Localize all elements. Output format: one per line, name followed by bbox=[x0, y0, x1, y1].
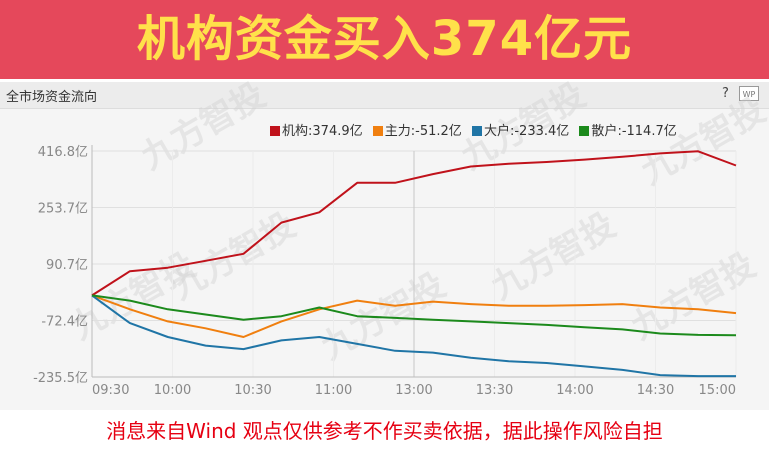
series-line-0 bbox=[91, 150, 737, 297]
x-tick-label: 09:30 bbox=[92, 383, 129, 398]
y-tick-label: 90.7亿 bbox=[46, 258, 88, 273]
series-line-2 bbox=[91, 294, 736, 378]
legend-swatch-dahu bbox=[471, 126, 482, 136]
legend-name: 散户 bbox=[591, 124, 618, 139]
legend-swatch-zhuli bbox=[372, 126, 383, 136]
legend-name: 机构 bbox=[282, 124, 309, 139]
legend-swatch-sanhu bbox=[579, 126, 590, 136]
watermark-text: 九方智投 bbox=[135, 75, 273, 178]
legend-swatch-jigou bbox=[270, 126, 280, 136]
wp-icon[interactable]: WP bbox=[739, 86, 759, 101]
series-layer bbox=[91, 150, 737, 378]
x-tick-label: 14:00 bbox=[556, 383, 593, 398]
legend-item-dahu: 大户:-233.4亿 bbox=[471, 120, 570, 139]
x-tick-label: 15:00 bbox=[699, 383, 736, 398]
panel-header: 全市场资金流向 ? WP bbox=[0, 82, 769, 109]
banner-title: 机构资金买入374亿元 bbox=[136, 11, 633, 67]
x-tick-label: 13:00 bbox=[395, 383, 432, 398]
legend-name: 主力 bbox=[384, 124, 411, 139]
watermark-text: 九方智投 bbox=[635, 90, 769, 193]
series-line-3 bbox=[91, 294, 737, 337]
legend-item-sanhu: 散户:-114.7亿 bbox=[579, 120, 677, 139]
x-tick-label: 10:00 bbox=[154, 383, 191, 398]
legend-value: 374.9亿 bbox=[312, 124, 363, 139]
chart-panel: 全市场资金流向 ? WP bbox=[0, 82, 769, 410]
panel-title: 全市场资金流向 bbox=[6, 90, 98, 105]
legend-value: -233.4亿 bbox=[514, 124, 570, 139]
y-tick-label: 416.8亿 bbox=[38, 145, 88, 160]
legend-value: -51.2亿 bbox=[415, 124, 462, 139]
legend-name: 大户 bbox=[483, 124, 510, 139]
axes-layer: 416.8亿 253.7亿 90.7亿 -72.4亿 -235.5亿 09:30 10:00… bbox=[33, 145, 736, 398]
legend-value: -114.7亿 bbox=[621, 124, 677, 139]
y-tick-label: 253.7亿 bbox=[38, 202, 88, 217]
x-tick-label: 14:30 bbox=[637, 383, 674, 398]
y-tick-label: -72.4亿 bbox=[41, 314, 88, 329]
x-tick-label: 11:00 bbox=[315, 383, 352, 398]
series-line-1 bbox=[91, 294, 737, 338]
disclaimer: 消息来自Wind 观点仅供参考不作买卖依据，据此操作风险自担 bbox=[106, 419, 663, 443]
legend-item-jigou: 机构:374.9亿 bbox=[270, 120, 363, 139]
x-tick-label: 13:30 bbox=[476, 383, 513, 398]
watermark-text: 九方智投 bbox=[485, 205, 623, 308]
help-icon[interactable]: ? bbox=[722, 86, 729, 101]
legend: 机构:374.9亿 主力:-51.2亿 大户:-233.4亿 散户:-114.7… bbox=[270, 120, 683, 139]
legend-item-zhuli: 主力:-51.2亿 bbox=[372, 120, 462, 139]
banner: 机构资金买入374亿元 bbox=[0, 0, 769, 79]
y-tick-label: -235.5亿 bbox=[33, 371, 88, 386]
x-tick-label: 10:30 bbox=[234, 383, 271, 398]
